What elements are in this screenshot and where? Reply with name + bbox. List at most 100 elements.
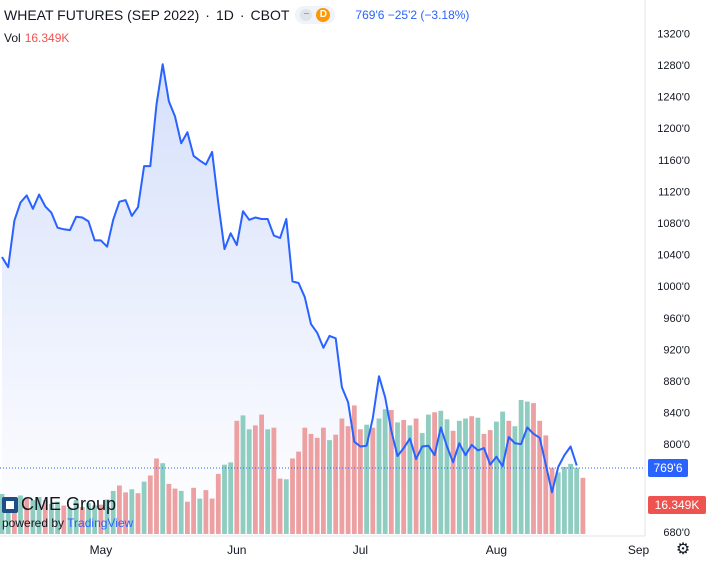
volume-bar <box>568 463 573 534</box>
volume-bar <box>407 425 413 534</box>
volume-bar <box>215 473 221 534</box>
volume-bar <box>234 420 240 534</box>
price-tick-label: 1160'0 <box>658 155 690 167</box>
volume-bar <box>469 416 475 534</box>
volume-bar <box>531 403 536 534</box>
volume-badge <box>648 496 706 514</box>
volume-bar <box>432 412 437 534</box>
volume-bar <box>302 427 308 534</box>
volume-bar <box>487 430 493 535</box>
volume-bar <box>259 414 264 534</box>
price-tick-label: 680'0 <box>663 527 690 539</box>
powered-by-text: powered by <box>2 516 65 530</box>
tradingview-link[interactable]: TradingView <box>67 516 134 530</box>
time-axis[interactable]: May Jun Jul Aug Sep <box>0 535 650 557</box>
volume-bar <box>79 507 85 534</box>
volume-bar <box>562 467 567 534</box>
volume-bar <box>395 422 400 535</box>
volume-bar <box>61 505 67 534</box>
volume-bar <box>197 498 203 534</box>
volume-bar <box>512 426 518 534</box>
volume-bar <box>339 418 345 534</box>
volume-legend: Vol 16.349K <box>4 31 69 45</box>
volume-bar <box>580 477 586 534</box>
volume-bar <box>364 424 369 534</box>
powered-by[interactable]: powered by TradingView <box>2 516 133 530</box>
volume-badge-text: 16.349K <box>655 498 700 512</box>
volume-bar <box>203 490 209 534</box>
price-tick-label: 800'0 <box>663 439 690 451</box>
price-tick-label: 1240'0 <box>657 92 690 104</box>
volume-bar <box>271 427 277 534</box>
separator: · <box>239 7 245 23</box>
volume-bar <box>98 504 104 534</box>
last-price-badge <box>648 459 688 477</box>
time-tick-label: Jul <box>353 543 368 557</box>
price-axis[interactable]: 1320'0 1280'0 1240'0 1200'0 1160'0 1120'0 1080… <box>644 0 690 539</box>
volume-bar <box>67 507 73 534</box>
volume-bar <box>574 467 580 534</box>
cme-logo-text: CME Group <box>21 494 117 514</box>
volume-bar <box>36 497 42 534</box>
volume-bar <box>401 420 407 534</box>
volume-bar <box>463 418 468 534</box>
branding[interactable]: CME Group powered by TradingView <box>2 494 133 530</box>
price-tick-label: 960'0 <box>663 313 690 325</box>
time-tick-label: Jun <box>227 543 246 557</box>
volume-bar <box>358 429 363 534</box>
volume-bar <box>518 400 524 534</box>
time-tick-label: Sep <box>628 543 650 557</box>
volume-bar <box>104 499 110 534</box>
volume-bar <box>42 500 48 534</box>
volume-bar <box>222 464 227 534</box>
price-tick-label: 1280'0 <box>657 60 690 72</box>
chart-header: WHEAT FUTURES (SEP 2022) · 1D · CBOT − D… <box>4 6 469 24</box>
volume-bar <box>24 498 30 534</box>
volume-bar <box>555 472 561 534</box>
volume-bar <box>314 437 320 535</box>
price-tick-label: 840'0 <box>663 408 690 420</box>
volume-bar <box>123 492 128 534</box>
volume-bar <box>296 451 301 534</box>
volume-bar <box>166 483 172 534</box>
volume-bar <box>506 420 512 534</box>
volume-bar <box>246 429 252 534</box>
volume-bar <box>438 410 444 534</box>
price-area-layer <box>2 64 577 537</box>
volume-bar <box>494 421 499 534</box>
volume-bar <box>135 493 141 534</box>
volume-bar <box>228 462 234 534</box>
volume-bar <box>129 489 135 534</box>
symbol-title[interactable]: WHEAT FUTURES (SEP 2022) <box>4 7 200 23</box>
price-tick-label: 880'0 <box>663 376 690 388</box>
cme-logo[interactable]: CME Group <box>2 494 133 515</box>
volume-bar <box>543 435 549 534</box>
price-tick-label: 1080'0 <box>657 218 690 230</box>
volume-bar <box>55 501 60 534</box>
price-area-fill <box>2 64 577 537</box>
price-tick-label: 920'0 <box>663 344 690 356</box>
status-pill[interactable]: − D <box>295 6 336 24</box>
exchange-label: CBOT <box>250 7 290 23</box>
gear-icon[interactable]: ⚙ <box>675 541 691 558</box>
price-tick-label: 1040'0 <box>657 250 690 262</box>
price-line-layer <box>0 63 645 494</box>
volume-bar <box>185 501 190 534</box>
volume-bar <box>333 434 339 534</box>
volume-bar <box>30 500 36 534</box>
volume-bar <box>0 494 5 534</box>
volume-bar <box>12 499 17 534</box>
volume-bar <box>549 467 555 534</box>
volume-bar <box>370 427 376 534</box>
volume-bar <box>240 415 246 534</box>
volume-bar <box>382 409 388 534</box>
volume-bar <box>475 417 481 534</box>
volume-bar <box>18 495 23 534</box>
interval-label[interactable]: 1D <box>215 7 234 23</box>
volume-bar <box>117 485 122 534</box>
minus-icon[interactable]: − <box>300 9 313 21</box>
volume-bar <box>456 420 462 534</box>
volume-bar <box>524 401 530 534</box>
